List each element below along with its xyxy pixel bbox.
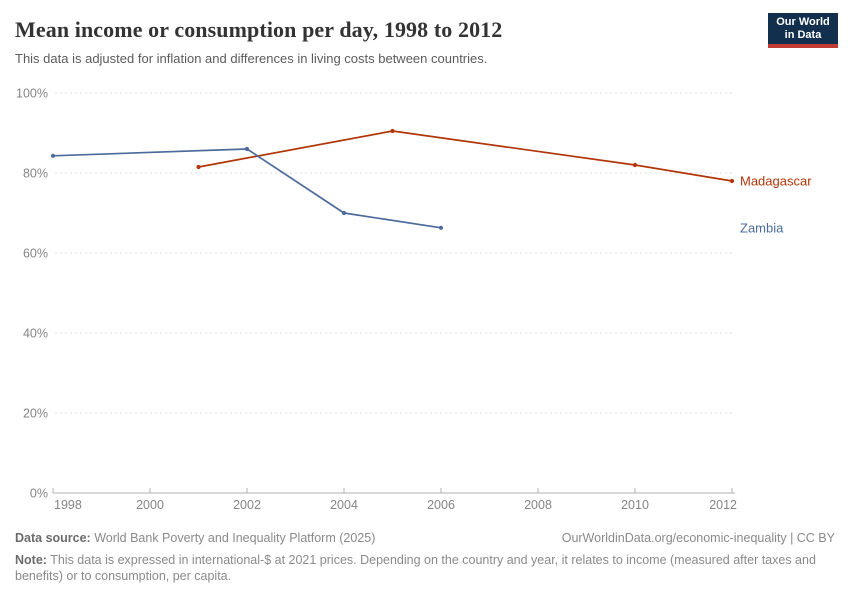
series-line-zambia[interactable] <box>52 148 442 229</box>
data-point-zambia-2004[interactable] <box>341 210 347 216</box>
y-tick-label-20: 20% <box>23 407 48 421</box>
x-tick-label-2012: 2012 <box>709 498 737 512</box>
y-tick-label-80: 80% <box>23 167 48 181</box>
owid-logo-line2: in Data <box>784 28 822 41</box>
x-tick-label-2010: 2010 <box>621 498 649 512</box>
x-tick-label-2004: 2004 <box>330 498 358 512</box>
data-point-zambia-2006[interactable] <box>438 225 444 230</box>
y-tick-label-0: 0% <box>30 487 48 501</box>
y-tick-label-60: 60% <box>23 247 48 261</box>
series-line-madagascar[interactable] <box>197 130 733 182</box>
x-tick-label-2000: 2000 <box>136 498 164 512</box>
data-point-zambia-2002[interactable] <box>244 146 250 152</box>
owid-logo-line1: Our World <box>776 15 830 28</box>
x-tick-label-2006: 2006 <box>427 498 455 512</box>
x-tick-label-1998: 1998 <box>54 498 82 512</box>
data-point-zambia-1998[interactable] <box>50 153 56 158</box>
data-source-line: Data source: World Bank Poverty and Ineq… <box>15 531 375 545</box>
series-label-madagascar[interactable]: Madagascar <box>740 174 812 189</box>
attribution-link[interactable]: OurWorldinData.org/economic-inequality |… <box>561 531 835 545</box>
y-tick-label-40: 40% <box>23 327 48 341</box>
chart-subtitle: This data is adjusted for inflation and … <box>15 51 488 66</box>
series-label-zambia[interactable]: Zambia <box>740 220 784 235</box>
data-point-madagascar-2001[interactable] <box>196 164 201 170</box>
x-tick-label-2002: 2002 <box>233 498 261 512</box>
note-value: This data is expressed in international-… <box>15 553 816 583</box>
note-line: Note: This data is expressed in internat… <box>15 552 835 584</box>
y-tick-label-100: 100% <box>16 87 48 101</box>
data-source-label: Data source: <box>15 531 91 545</box>
x-tick-label-2008: 2008 <box>524 498 552 512</box>
data-source-value: World Bank Poverty and Inequality Platfo… <box>90 531 376 545</box>
data-point-madagascar-2005[interactable] <box>390 128 395 134</box>
owid-logo: Our World in Data <box>768 13 838 48</box>
note-label: Note: <box>15 553 47 567</box>
page-title: Mean income or consumption per day, 1998… <box>15 17 503 42</box>
data-point-madagascar-2012[interactable] <box>729 178 735 184</box>
data-point-madagascar-2010[interactable] <box>632 162 638 168</box>
chart-footer: Data source: World Bank Poverty and Ineq… <box>15 531 835 584</box>
